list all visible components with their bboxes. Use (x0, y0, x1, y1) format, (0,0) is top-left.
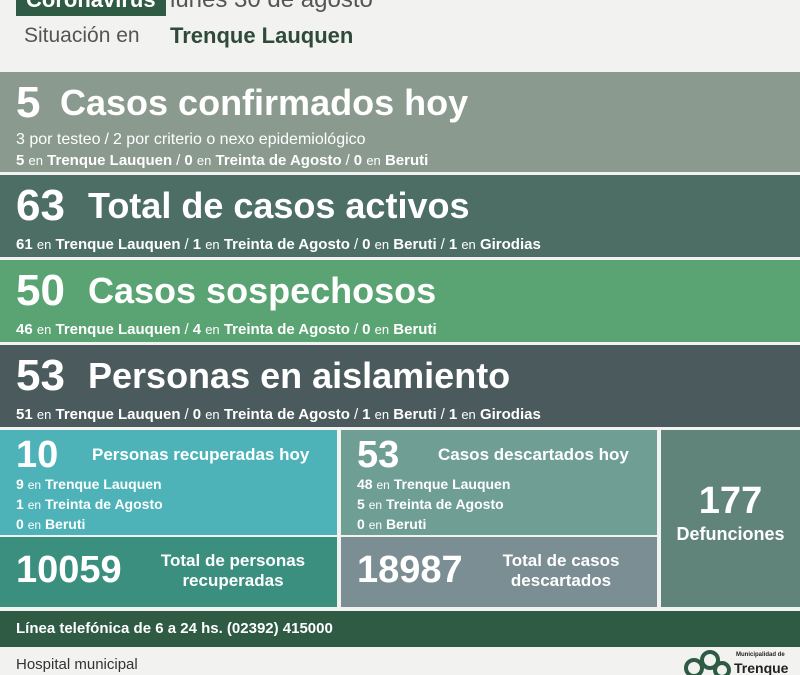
active-count: 63 (16, 181, 65, 230)
recovered-today-loc-1: 9 en Trenque Lauquen (16, 476, 162, 492)
hospital-label: Hospital municipal (16, 656, 138, 673)
hotline-bar: Línea telefónica de 6 a 24 hs. (02392) 4… (0, 611, 800, 647)
suspected-cases-panel: 50 Casos sospechosos 46 en Trenque Lauqu… (0, 260, 800, 342)
deaths-title: Defunciones (676, 524, 785, 544)
suspected-locations: 46 en Trenque Lauquen/4 en Treinta de Ag… (16, 321, 437, 338)
deaths-count: 177 (698, 480, 763, 522)
confirmed-cases-panel: 5 Casos confirmados hoy 3 por testeo/2 p… (0, 72, 800, 172)
hotline-text: Línea telefónica de 6 a 24 hs. (02392) 4… (16, 620, 333, 637)
report-date: lunes 30 de agosto (170, 0, 373, 14)
recovered-total-count: 10059 (16, 549, 122, 591)
isolation-locations: 51 en Trenque Lauquen/0 en Treinta de Ag… (16, 406, 541, 423)
logo-text-bottom: Trenque (734, 660, 789, 675)
deaths-tile: 177 Defunciones (661, 430, 800, 607)
confirmed-title: Casos confirmados hoy (60, 82, 469, 123)
logo-mark-icon (684, 650, 731, 675)
logo-text-top: Municipalidad de (736, 652, 785, 658)
recovered-today-title: Personas recuperadas hoy (92, 445, 310, 464)
discarded-today-count: 53 (357, 434, 400, 476)
isolation-panel: 53 Personas en aislamiento 51 en Trenque… (0, 345, 800, 427)
discarded-total-title: Total de casos descartados (502, 551, 620, 590)
recovered-total-title: Total de personas recuperadas (160, 551, 306, 590)
discarded-today-loc-2: 5 en Treinta de Agosto (357, 496, 504, 512)
discarded-today-loc-1: 48 en Trenque Lauquen (357, 476, 511, 492)
confirmed-locations: 5 en Trenque Lauquen/0 en Treinta de Ago… (16, 152, 429, 169)
footer: Hospital municipal (0, 647, 800, 675)
active-cases-panel: 63 Total de casos activos 61 en Trenque … (0, 175, 800, 257)
municipality-logo: Municipalidad de Trenque (682, 650, 800, 675)
situation-label: Situación en (24, 24, 140, 47)
discarded-today-loc-3: 0 en Beruti (357, 516, 427, 532)
suspected-title: Casos sospechosos (88, 270, 437, 311)
discarded-total-count: 18987 (357, 549, 463, 591)
active-locations: 61 en Trenque Lauquen/1 en Treinta de Ag… (16, 236, 541, 253)
active-title: Total de casos activos (88, 185, 470, 226)
recovered-today-tile: 10 Personas recuperadas hoy 9 en Trenque… (0, 430, 337, 535)
header: Coronavirus lunes 30 de agosto Situación… (0, 0, 800, 70)
discarded-today-tile: 53 Casos descartados hoy 48 en Trenque L… (341, 430, 657, 535)
isolation-count: 53 (16, 351, 65, 400)
recovered-today-count: 10 (16, 434, 59, 476)
isolation-title: Personas en aislamiento (88, 355, 511, 396)
recovered-today-loc-2: 1 en Treinta de Agosto (16, 496, 163, 512)
confirmed-detail: 3 por testeo/2 por criterio o nexo epide… (16, 131, 366, 148)
confirmed-count: 5 (16, 78, 41, 127)
recovered-total-tile: 10059 Total de personas recuperadas (0, 537, 337, 607)
suspected-count: 50 (16, 266, 65, 315)
coronavirus-badge: Coronavirus (16, 0, 166, 16)
recovered-today-loc-3: 0 en Beruti (16, 516, 86, 532)
city-name: Trenque Lauquen (170, 23, 354, 48)
discarded-today-title: Casos descartados hoy (438, 445, 629, 464)
discarded-total-tile: 18987 Total de casos descartados (341, 537, 657, 607)
